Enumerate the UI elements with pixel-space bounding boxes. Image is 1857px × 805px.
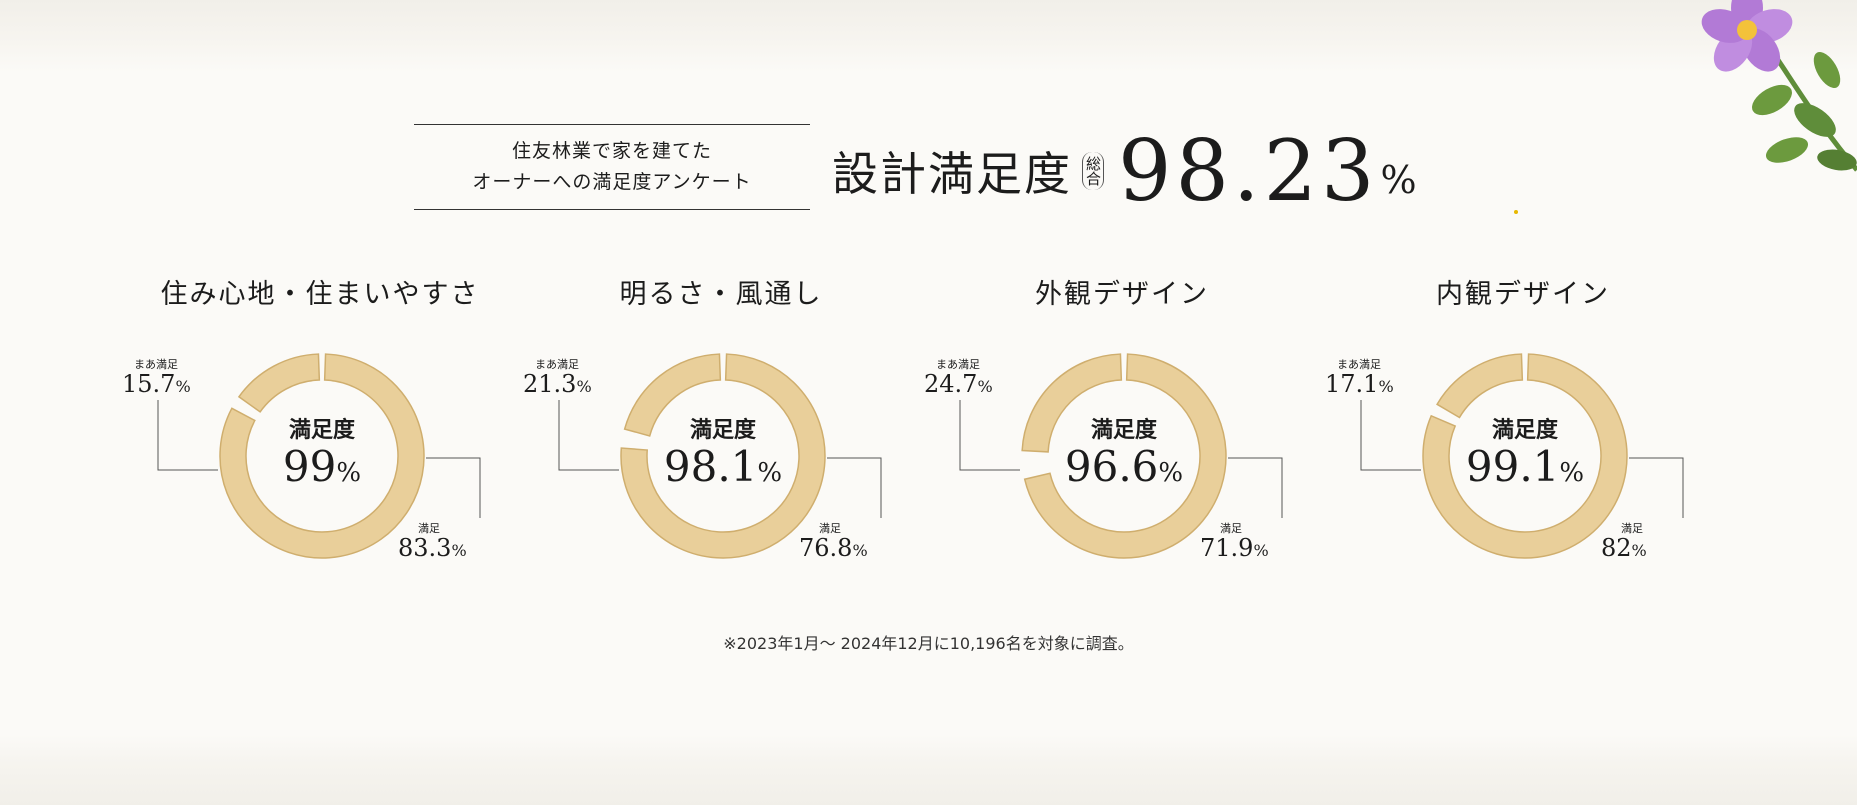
- secondary-label: まあ満足: [936, 358, 980, 371]
- total-unit: %: [1158, 458, 1184, 488]
- segment-satisfied: [1422, 353, 1628, 559]
- total-value: 98.1: [663, 442, 758, 491]
- secondary-value: 17.1%: [1325, 370, 1394, 398]
- segment-somewhat-satisfied: [237, 353, 321, 413]
- donut-title: 内観デザイン: [1436, 279, 1610, 310]
- secondary-unit: %: [175, 377, 191, 396]
- headline: 設計満足度 総合 98.23 %: [832, 122, 1417, 220]
- primary-unit: %: [1631, 541, 1647, 560]
- secondary-value: 15.7%: [122, 370, 191, 398]
- leader-line-right: [1228, 457, 1283, 518]
- donut-title: 外観デザイン: [1035, 279, 1209, 310]
- donut-center-value: 99.1%: [1421, 442, 1629, 491]
- survey-line-2: オーナーへの満足度アンケート: [472, 171, 752, 193]
- secondary-unit: %: [576, 377, 592, 396]
- bottom-texture-band: [0, 735, 1857, 805]
- donut-item: 住み心地・住まいやすさ 満足度 99% まあ満足 15.7% 満足 83.3%: [120, 262, 520, 592]
- leader-line-right: [426, 457, 481, 518]
- primary-number: 82: [1601, 534, 1632, 562]
- donut-chart: [1021, 353, 1227, 559]
- secondary-label: まあ満足: [134, 358, 178, 371]
- secondary-number: 15.7: [122, 370, 176, 398]
- donut-title: 住み心地・住まいやすさ: [160, 279, 480, 310]
- donut-center-label: 満足度: [1491, 417, 1558, 443]
- primary-unit: %: [451, 541, 467, 560]
- secondary-unit: %: [977, 377, 993, 396]
- survey-line-1: 住友林業で家を建てた: [511, 140, 712, 162]
- footnote: ※2023年1月〜 2024年12月に10,196名を対象に調査。: [723, 634, 1134, 653]
- secondary-label: まあ満足: [535, 358, 579, 371]
- donut-item: 明るさ・風通し 満足度 98.1% まあ満足 21.3% 満足 76.8%: [521, 262, 921, 592]
- donut-center-label: 満足度: [1090, 417, 1157, 443]
- leader-line-right: [827, 457, 882, 518]
- headline-label: 設計満足度: [832, 147, 1072, 201]
- headline-sub-label: 総合: [1082, 152, 1104, 190]
- primary-number: 83.3: [398, 534, 452, 562]
- leader-line-left: [1360, 400, 1421, 471]
- donut-center-label: 満足度: [689, 417, 756, 443]
- primary-number: 76.8: [799, 534, 853, 562]
- secondary-number: 21.3: [523, 370, 577, 398]
- donut-chart: [1422, 353, 1628, 559]
- total-value: 96.6: [1064, 442, 1159, 491]
- secondary-value: 21.3%: [523, 370, 592, 398]
- primary-value: 76.8%: [799, 534, 868, 562]
- primary-value: 71.9%: [1200, 534, 1269, 562]
- decorative-dot: [1514, 210, 1518, 214]
- total-value: 99.1: [1465, 442, 1560, 491]
- segment-somewhat-satisfied: [1021, 353, 1123, 453]
- secondary-label: まあ満足: [1337, 358, 1381, 371]
- primary-unit: %: [852, 541, 868, 560]
- primary-label: 満足: [418, 522, 440, 535]
- headline-unit: %: [1380, 158, 1417, 202]
- donut-center-label: 満足度: [288, 417, 355, 443]
- top-texture-band: [0, 0, 1857, 72]
- segment-satisfied: [219, 353, 425, 559]
- donut-center-value: 98.1%: [619, 442, 827, 491]
- secondary-unit: %: [1378, 377, 1394, 396]
- leader-line-left: [959, 400, 1020, 471]
- secondary-value: 24.7%: [924, 370, 993, 398]
- primary-number: 71.9: [1200, 534, 1254, 562]
- donut-title: 明るさ・風通し: [619, 279, 823, 310]
- leader-line-right: [1629, 457, 1684, 518]
- segment-satisfied: [1023, 353, 1227, 559]
- primary-label: 満足: [1621, 522, 1643, 535]
- leader-line-left: [157, 400, 218, 471]
- donut-center-value: 96.6%: [1020, 442, 1228, 491]
- primary-value: 83.3%: [398, 534, 467, 562]
- leader-line-left: [558, 400, 619, 471]
- headline-value: 98.23: [1118, 122, 1379, 220]
- segment-somewhat-satisfied: [1436, 353, 1524, 419]
- total-unit: %: [1559, 458, 1585, 488]
- primary-label: 満足: [819, 522, 841, 535]
- survey-caption: 住友林業で家を建てた オーナーへの満足度アンケート: [414, 124, 810, 210]
- total-unit: %: [336, 458, 362, 488]
- donut-chart: [219, 353, 425, 559]
- total-value: 99: [282, 442, 337, 491]
- primary-value: 82%: [1601, 534, 1647, 562]
- segment-satisfied: [620, 353, 826, 559]
- secondary-number: 17.1: [1325, 370, 1379, 398]
- donut-chart: [620, 353, 826, 559]
- donut-item: 内観デザイン 満足度 99.1% まあ満足 17.1% 満足 82%: [1323, 262, 1723, 592]
- primary-label: 満足: [1220, 522, 1242, 535]
- flower-decoration-icon: [1701, 0, 1857, 172]
- total-unit: %: [757, 458, 783, 488]
- primary-unit: %: [1253, 541, 1269, 560]
- donut-center-value: 99%: [218, 442, 426, 491]
- donut-item: 外観デザイン 満足度 96.6% まあ満足 24.7% 満足 71.9%: [922, 262, 1322, 592]
- secondary-number: 24.7: [924, 370, 978, 398]
- segment-somewhat-satisfied: [623, 353, 722, 437]
